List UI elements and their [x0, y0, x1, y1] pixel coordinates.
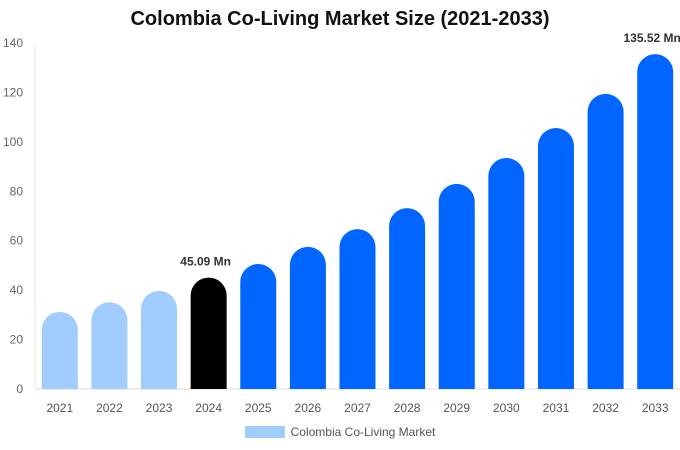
x-tick-label: 2024 [195, 401, 222, 415]
x-tick-label: 2030 [493, 401, 520, 415]
x-tick-label: 2033 [642, 401, 669, 415]
y-tick-label: 0 [16, 382, 23, 396]
x-tick-label: 2021 [46, 401, 73, 415]
bar-2024 [190, 277, 227, 389]
bar-2025 [240, 263, 277, 389]
y-tick-label: 140 [3, 36, 23, 50]
data-label-2033: 135.52 Mn [624, 31, 680, 45]
y-tick-label: 80 [10, 184, 24, 198]
bar-2029 [438, 183, 475, 389]
legend-label[interactable]: Colombia Co-Living Market [290, 425, 436, 439]
x-tick-label: 2027 [344, 401, 371, 415]
legend-swatch [244, 426, 285, 438]
y-tick-label: 40 [10, 283, 24, 297]
x-tick-label: 2022 [96, 401, 123, 415]
bar-2032 [587, 93, 624, 389]
bar-2028 [389, 208, 426, 389]
chart-title: Colombia Co-Living Market Size (2021-203… [130, 8, 550, 30]
bar-2031 [537, 128, 574, 389]
bar-2021 [41, 311, 78, 389]
x-tick-label: 2028 [394, 401, 421, 415]
legend: Colombia Co-Living Market [0, 425, 680, 439]
bar-2026 [289, 246, 326, 389]
y-tick-label: 60 [10, 234, 24, 248]
x-tick-label: 2029 [443, 401, 470, 415]
x-tick-label: 2032 [592, 401, 619, 415]
bar-2027 [339, 229, 376, 389]
y-tick-label: 120 [3, 85, 23, 99]
data-label-2024: 45.09 Mn [180, 255, 231, 269]
bar-2023 [141, 290, 178, 389]
bar-2030 [488, 157, 525, 389]
x-tick-label: 2023 [146, 401, 173, 415]
x-tick-label: 2031 [543, 401, 570, 415]
bar-2033 [637, 54, 674, 390]
y-tick-label: 100 [3, 135, 23, 149]
x-tick-label: 2025 [245, 401, 272, 415]
bar-2022 [91, 302, 128, 389]
y-tick-label: 20 [10, 333, 24, 347]
x-tick-label: 2026 [295, 401, 322, 415]
